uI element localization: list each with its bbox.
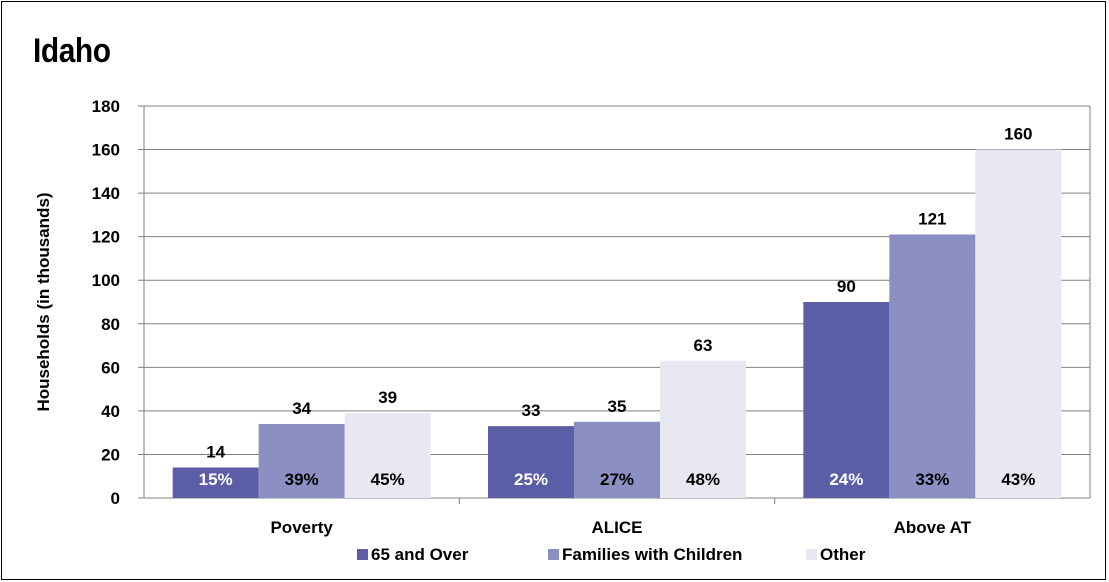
bar-percent-label: 43% xyxy=(1001,470,1035,489)
y-tick-label: 120 xyxy=(92,228,120,247)
bar-value-label: 14 xyxy=(206,443,225,462)
bar-percent-label: 27% xyxy=(600,470,634,489)
legend-label: Other xyxy=(820,545,866,564)
bar-value-label: 160 xyxy=(1004,125,1032,144)
legend-label: Families with Children xyxy=(562,545,742,564)
bar-percent-label: 45% xyxy=(371,470,405,489)
bar xyxy=(488,426,574,498)
bar-percent-label: 25% xyxy=(514,470,548,489)
x-category-label: Poverty xyxy=(270,518,333,537)
x-category-label: Above AT xyxy=(894,518,972,537)
y-tick-label: 20 xyxy=(101,445,120,464)
bar-percent-label: 33% xyxy=(915,470,949,489)
bar xyxy=(344,413,431,498)
bar xyxy=(889,234,976,498)
bar xyxy=(803,302,890,498)
bar-value-label: 35 xyxy=(608,397,627,416)
y-tick-label: 60 xyxy=(101,358,120,377)
bar-value-label: 121 xyxy=(918,209,946,228)
bar-value-label: 33 xyxy=(522,401,541,420)
bar xyxy=(258,423,345,498)
bar-percent-label: 39% xyxy=(285,470,319,489)
legend-swatch xyxy=(357,549,368,560)
bar xyxy=(975,149,1062,499)
bar-percent-label: 15% xyxy=(199,470,233,489)
bar-percent-label: 24% xyxy=(829,470,863,489)
y-axis-label: Households (in thousands) xyxy=(34,192,53,411)
y-tick-label: 140 xyxy=(92,184,120,203)
bar-value-label: 90 xyxy=(837,277,856,296)
legend-label: 65 and Over xyxy=(371,545,469,564)
legend-swatch xyxy=(806,549,817,560)
bar xyxy=(574,421,660,498)
legend-swatch xyxy=(548,549,559,560)
bar-value-label: 63 xyxy=(694,336,713,355)
bar-value-label: 39 xyxy=(378,388,397,407)
y-tick-label: 40 xyxy=(101,402,120,421)
x-category-label: ALICE xyxy=(592,518,643,537)
bar-value-label: 34 xyxy=(292,399,311,418)
bar xyxy=(172,467,259,498)
chart-title: Idaho xyxy=(33,32,111,70)
y-tick-label: 180 xyxy=(92,97,120,116)
y-tick-label: 160 xyxy=(92,141,120,160)
y-tick-label: 80 xyxy=(101,315,120,334)
bar-percent-label: 48% xyxy=(686,470,720,489)
y-tick-label: 0 xyxy=(111,489,120,508)
y-tick-label: 100 xyxy=(92,271,120,290)
bar xyxy=(660,360,746,498)
